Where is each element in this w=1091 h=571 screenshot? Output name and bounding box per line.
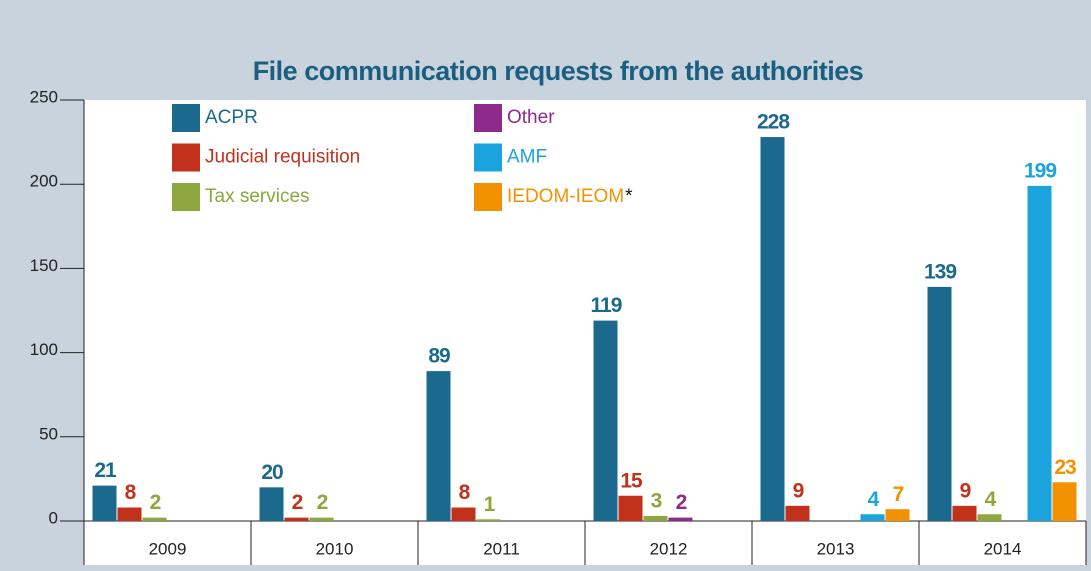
data-label: 228 xyxy=(757,111,790,134)
legend-label: AMF xyxy=(507,147,547,168)
x-tick-label: 2013 xyxy=(817,539,855,558)
bar xyxy=(426,371,451,521)
data-label: 199 xyxy=(1024,159,1056,182)
chart-title: File communication requests from the aut… xyxy=(253,56,864,86)
data-label: 139 xyxy=(924,260,956,283)
bar xyxy=(643,515,668,521)
bar xyxy=(952,505,977,521)
legend-label: ACPR xyxy=(205,107,258,128)
data-label: 4 xyxy=(868,488,880,511)
legend-swatch xyxy=(172,143,200,172)
y-tick-label: 0 xyxy=(49,508,58,527)
bar xyxy=(1052,482,1077,521)
data-label: 15 xyxy=(620,469,643,492)
legend-swatch xyxy=(172,104,200,132)
bar xyxy=(927,286,952,521)
bar xyxy=(476,519,501,521)
legend-swatch xyxy=(172,183,200,211)
bar xyxy=(284,517,309,521)
data-label: 3 xyxy=(651,489,662,512)
y-tick-label: 100 xyxy=(30,340,58,359)
data-label: 2 xyxy=(317,491,328,514)
data-label: 2 xyxy=(676,491,687,514)
legend-swatch xyxy=(474,104,502,132)
data-label: 9 xyxy=(793,479,804,502)
data-label: 2 xyxy=(292,491,303,514)
data-label: 89 xyxy=(428,345,450,368)
data-label: 8 xyxy=(125,481,137,504)
bar xyxy=(760,137,785,521)
data-label: 119 xyxy=(591,294,622,317)
bar xyxy=(309,517,334,521)
bar xyxy=(618,495,643,521)
legend-label: IEDOM-IEOM xyxy=(507,186,624,207)
x-tick-label: 2012 xyxy=(650,539,688,558)
data-label: 20 xyxy=(261,461,283,484)
data-label: 4 xyxy=(985,488,997,511)
data-label: 9 xyxy=(960,479,971,502)
y-tick-label: 250 xyxy=(30,87,58,106)
bar xyxy=(451,507,476,521)
bar xyxy=(142,517,167,521)
bar xyxy=(977,514,1002,521)
x-tick-label: 2010 xyxy=(316,539,354,558)
x-tick-label: 2014 xyxy=(984,539,1022,558)
data-label: 2 xyxy=(150,491,161,514)
plot-area xyxy=(84,100,1086,565)
bar xyxy=(785,505,810,521)
x-tick-label: 2009 xyxy=(149,539,187,558)
data-label: 1 xyxy=(484,493,496,516)
bar xyxy=(92,485,117,521)
legend-swatch xyxy=(474,183,502,211)
bar xyxy=(259,487,284,521)
data-label: 23 xyxy=(1054,456,1076,479)
bar xyxy=(593,320,618,521)
legend-marker: * xyxy=(625,186,633,207)
bar xyxy=(885,509,910,521)
legend-label: Judicial requisition xyxy=(205,147,360,168)
x-tick-label: 2011 xyxy=(483,539,520,558)
y-tick-label: 200 xyxy=(30,172,58,191)
data-label: 7 xyxy=(893,483,904,506)
y-tick-label: 50 xyxy=(39,424,58,443)
bar xyxy=(117,507,142,521)
legend-swatch xyxy=(474,143,502,172)
legend-label: Tax services xyxy=(205,186,310,207)
data-label: 21 xyxy=(94,459,117,482)
bar xyxy=(668,517,693,521)
data-label: 8 xyxy=(459,481,471,504)
y-tick-label: 150 xyxy=(30,256,58,275)
bar xyxy=(1027,185,1052,521)
bar xyxy=(860,514,885,521)
legend-label: Other xyxy=(507,107,555,128)
